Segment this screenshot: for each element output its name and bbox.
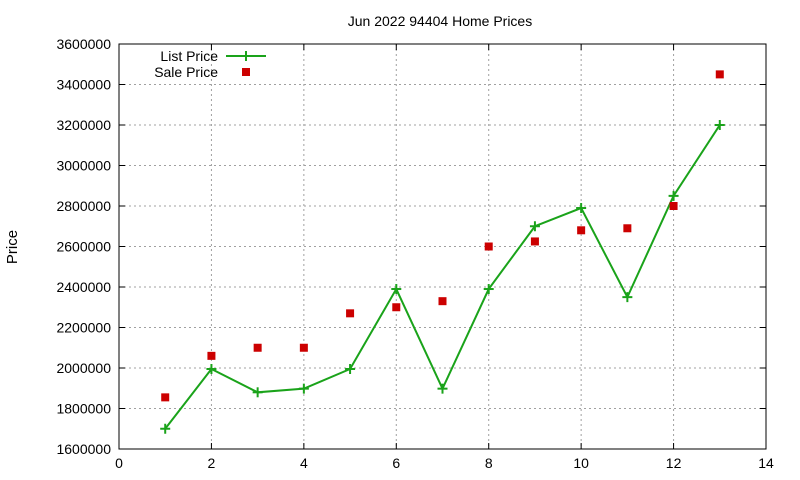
series-list-price [160,120,725,434]
legend-marker [242,68,250,76]
data-point [391,284,402,295]
x-tick-label: 4 [300,455,308,471]
legend-label: List Price [160,48,218,64]
x-tick-label: 12 [666,455,682,471]
series [160,70,725,434]
x-tick-label: 8 [485,455,493,471]
y-axis-label: Price [4,230,21,264]
y-tick-label: 2000000 [56,360,111,376]
data-point [298,383,309,394]
y-tick-label: 2800000 [56,198,111,214]
data-point [345,364,356,375]
data-point [437,383,448,394]
y-tick-label: 1800000 [56,401,111,417]
data-point [715,70,724,79]
chart-title: Jun 2022 94404 Home Prices [348,13,532,29]
data-point [392,303,401,312]
legend-label: Sale Price [154,64,218,80]
series-line [164,124,721,430]
data-point [252,387,263,398]
data-point [622,292,633,303]
data-point [253,343,262,352]
x-tick-label: 2 [208,455,216,471]
x-tick-label: 0 [115,455,123,471]
y-tick-label: 3400000 [56,77,111,93]
data-point [669,202,678,210]
data-point [346,309,355,318]
data-point [484,242,493,251]
x-tick-label: 10 [573,455,589,471]
data-point [577,226,586,235]
tick-labels: 0 2 4 6 8 10 12 14 1600000 1800000 2000000 2200000 2… [56,36,774,471]
x-tick-label: 14 [758,455,774,471]
data-point [529,221,540,232]
y-tick-label: 2600000 [56,239,111,255]
data-point [623,224,632,233]
y-tick-label: 2200000 [56,320,111,336]
data-point [160,423,171,434]
data-point [161,393,170,402]
y-tick-label: 2400000 [56,279,111,295]
data-point [668,190,679,201]
axes [118,43,767,450]
data-point [206,364,217,375]
y-tick-label: 3600000 [56,36,111,52]
data-point [207,351,216,360]
data-point [438,297,447,306]
series-sale-price [161,70,724,402]
legend-entry-list-price: List Price [160,48,266,64]
y-tick-label: 3000000 [56,158,111,174]
data-point [299,343,308,352]
data-point [530,237,539,246]
legend-entry-sale-price: Sale Price [154,64,250,80]
y-tick-label: 1600000 [56,441,111,457]
y-tick-label: 3200000 [56,117,111,133]
data-point [483,284,494,295]
x-tick-label: 6 [392,455,400,471]
data-point [714,120,725,130]
data-point [576,203,587,214]
